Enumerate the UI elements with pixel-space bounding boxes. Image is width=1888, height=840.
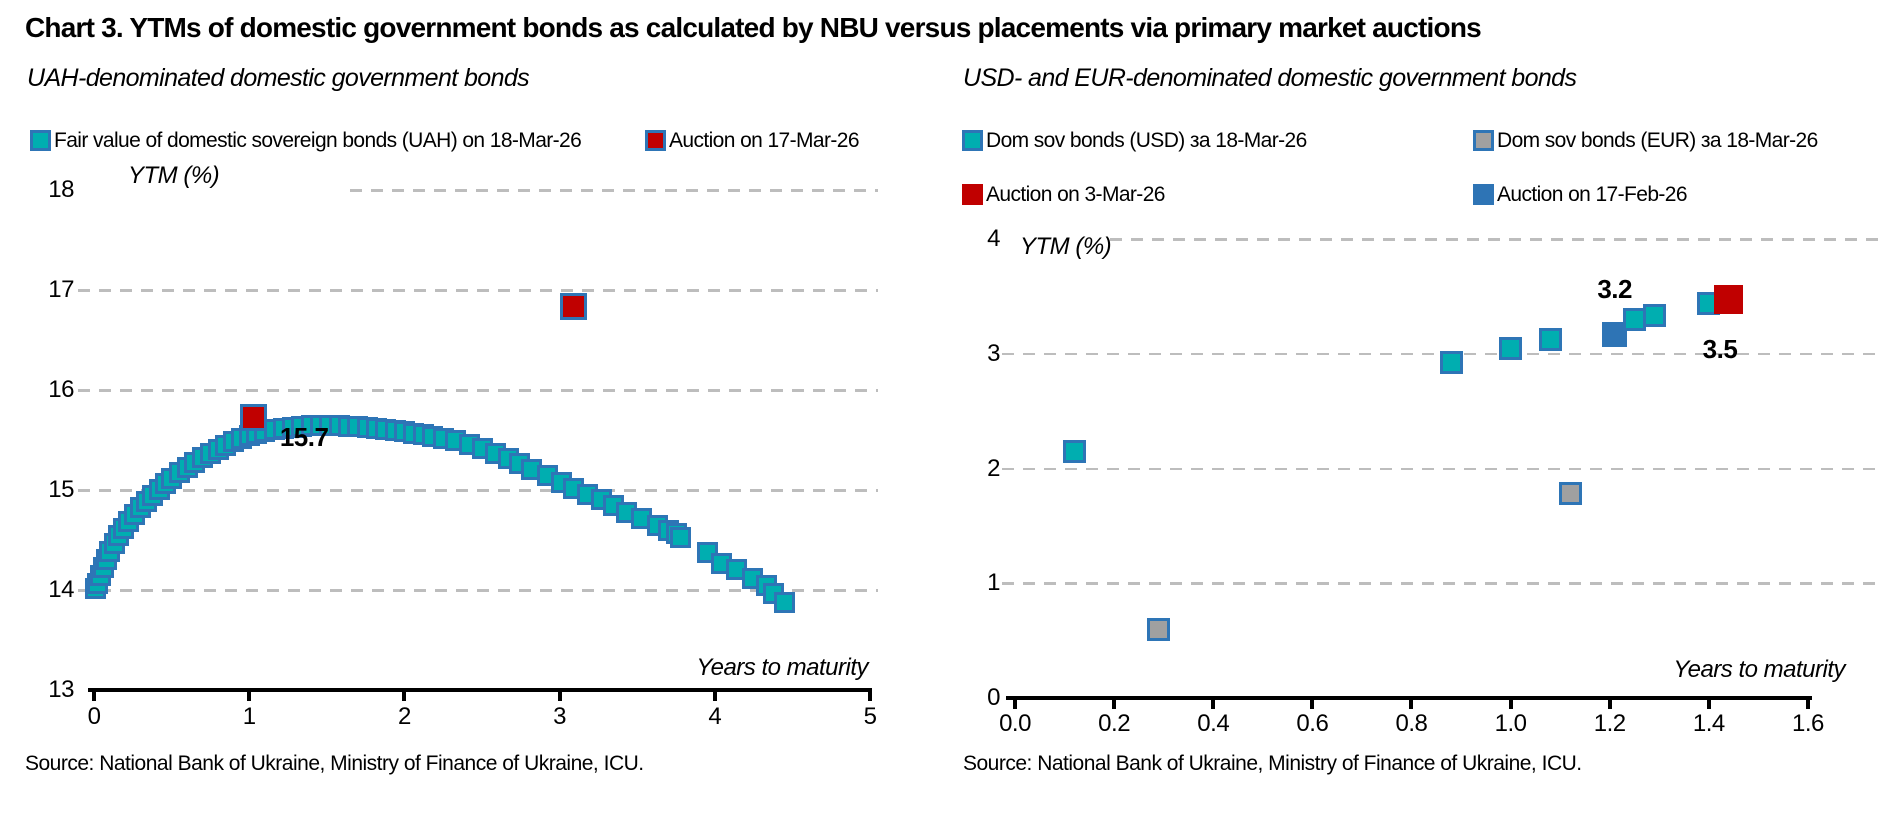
x-axis-tick-2: [402, 688, 407, 701]
data-point-series-0: [1062, 439, 1086, 463]
legend-swatch-icon: [1473, 184, 1494, 205]
data-point-series-1: [560, 292, 588, 320]
right-chart-subtitle: USD- and EUR-denominated domestic govern…: [963, 64, 1577, 92]
legend-swatch-icon: [962, 184, 983, 205]
value-label: 3.2: [1597, 274, 1632, 305]
legend-label: Dom sov bonds (EUR) за 18-Mar-26: [1497, 129, 1818, 152]
x-axis-tick-1.6: [1805, 696, 1810, 709]
gridline-y14: [78, 589, 878, 592]
x-axis-tick-1.2: [1607, 696, 1612, 709]
data-point-series-0: [670, 526, 692, 548]
x-axis-label-0.8: 0.8: [1395, 710, 1428, 737]
x-axis-line: [1006, 696, 1812, 700]
y-axis-label-3: 3: [987, 339, 1000, 367]
legend-item-3: Auction on 17-Feb-26: [1473, 183, 1688, 206]
x-axis-label-3: 3: [553, 703, 567, 730]
legend-label: Dom sov bonds (USD) за 18-Mar-26: [986, 129, 1307, 152]
x-axis-label-1.0: 1.0: [1494, 710, 1527, 737]
legend-swatch-icon: [962, 130, 983, 151]
data-point-series-2: [1714, 285, 1744, 315]
y-axis-title: YTM (%): [1020, 233, 1112, 260]
x-axis-label-0.0: 0.0: [999, 710, 1031, 737]
x-axis-tick-0.0: [1013, 696, 1017, 709]
data-point-series-0: [1439, 351, 1463, 375]
x-axis-tick-0.4: [1211, 696, 1216, 709]
legend-label: Fair value of domestic sovereign bonds (…: [54, 129, 582, 152]
x-axis-title: Years to maturity: [1673, 656, 1845, 683]
x-axis-label-2: 2: [397, 703, 411, 730]
value-label: 15.7: [279, 422, 329, 452]
x-axis-tick-4: [712, 688, 717, 701]
legend-item-1: Auction on 17-Mar-26: [645, 129, 860, 152]
y-axis-label-16: 16: [48, 376, 74, 403]
x-axis-tick-3: [557, 688, 562, 701]
y-axis-label-4: 4: [987, 225, 1000, 252]
gridline-y1: [1002, 582, 1878, 585]
y-axis-label-17: 17: [48, 276, 74, 303]
x-axis-label-0.6: 0.6: [1296, 710, 1329, 737]
x-axis-tick-1: [247, 688, 252, 701]
source-note-left: Source: National Bank of Ukraine, Minist…: [25, 752, 644, 775]
figure-title: Chart 3. YTMs of domestic government bon…: [25, 12, 1482, 43]
value-label: 3.5: [1702, 333, 1738, 364]
data-point-series-1: [1558, 482, 1582, 506]
gridline-y4: [1110, 238, 1878, 241]
data-point-series-0: [1538, 328, 1562, 352]
legend-swatch-icon: [30, 130, 51, 151]
x-axis-title: Years to maturity: [696, 654, 868, 681]
x-axis-label-1: 1: [242, 703, 256, 730]
y-axis-label-18: 18: [48, 176, 74, 203]
y-axis-title: YTM (%): [128, 162, 220, 189]
data-point-series-0: [774, 591, 796, 613]
legend-item-2: Auction on 3-Mar-26: [962, 184, 1165, 206]
data-point-series-0: [1642, 304, 1666, 328]
x-axis-label-0.4: 0.4: [1197, 710, 1230, 737]
x-axis-label-0: 0: [87, 703, 101, 730]
y-axis-label-0: 0: [987, 684, 1000, 711]
legend-item-0: Fair value of domestic sovereign bonds (…: [30, 129, 582, 152]
x-axis-tick-0.6: [1310, 696, 1315, 709]
x-axis-tick-0.2: [1112, 696, 1117, 709]
x-axis-label-1.2: 1.2: [1593, 710, 1626, 737]
x-axis-label-0.2: 0.2: [1098, 710, 1131, 737]
x-axis-tick-1.0: [1508, 696, 1513, 709]
x-axis-label-4: 4: [708, 703, 722, 730]
gridline-y2: [1002, 467, 1878, 470]
data-point-series-0: [1499, 336, 1523, 360]
x-axis-tick-0: [92, 688, 96, 701]
data-point-series-1: [1147, 617, 1171, 641]
x-axis-label-5: 5: [863, 703, 877, 730]
legend-swatch-icon: [645, 130, 666, 151]
data-point-series-1: [240, 403, 268, 431]
x-axis-label-1.6: 1.6: [1792, 710, 1824, 737]
y-axis-label-2: 2: [987, 454, 1000, 482]
gridline-y18: [350, 189, 878, 192]
legend-item-1: Dom sov bonds (EUR) за 18-Mar-26: [1473, 130, 1818, 152]
legend-item-0: Dom sov bonds (USD) за 18-Mar-26: [962, 130, 1307, 152]
y-axis-label-13: 13: [48, 676, 74, 703]
x-axis-tick-0.8: [1409, 696, 1414, 709]
legend-label: Auction on 17-Feb-26: [1497, 183, 1688, 206]
legend-label: Auction on 17-Mar-26: [669, 129, 860, 152]
gridline-y16: [78, 389, 878, 392]
gridline-y17: [78, 289, 878, 292]
source-note-right: Source: National Bank of Ukraine, Minist…: [963, 752, 1582, 775]
legend-swatch-icon: [1473, 130, 1494, 151]
x-axis-tick-5: [868, 688, 872, 701]
x-axis-label-1.4: 1.4: [1692, 710, 1725, 737]
legend-label: Auction on 3-Mar-26: [986, 183, 1165, 206]
y-axis-label-15: 15: [48, 476, 74, 503]
y-axis-label-1: 1: [987, 569, 1000, 597]
x-axis-line: [88, 688, 872, 692]
left-chart-subtitle: UAH-denominated domestic government bond…: [27, 64, 530, 92]
y-axis-label-14: 14: [48, 576, 74, 603]
gridline-y15: [78, 489, 878, 492]
x-axis-tick-1.4: [1706, 696, 1711, 709]
